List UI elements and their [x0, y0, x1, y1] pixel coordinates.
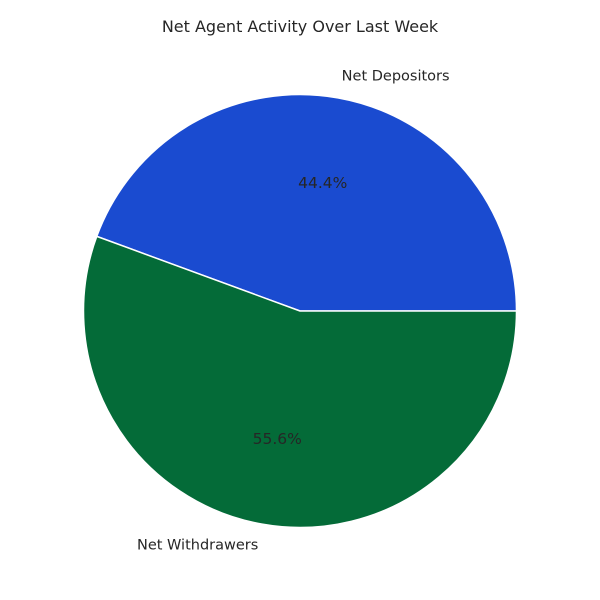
pie-slice-net-withdrawers — [82, 235, 518, 529]
chart-title: Net Agent Activity Over Last Week — [162, 17, 439, 36]
slice-label-net-withdrawers: Net Withdrawers — [137, 537, 258, 553]
pie-labels: Net Depositors 44.4% Net Withdrawers 55.6% — [137, 69, 450, 554]
slice-percent-net-withdrawers: 55.6% — [253, 430, 302, 448]
slice-label-net-depositors: Net Depositors — [342, 69, 450, 85]
pie-slice-net-depositors — [96, 93, 518, 312]
slice-percent-net-depositors: 44.4% — [298, 174, 347, 192]
pie-slices — [82, 93, 518, 529]
